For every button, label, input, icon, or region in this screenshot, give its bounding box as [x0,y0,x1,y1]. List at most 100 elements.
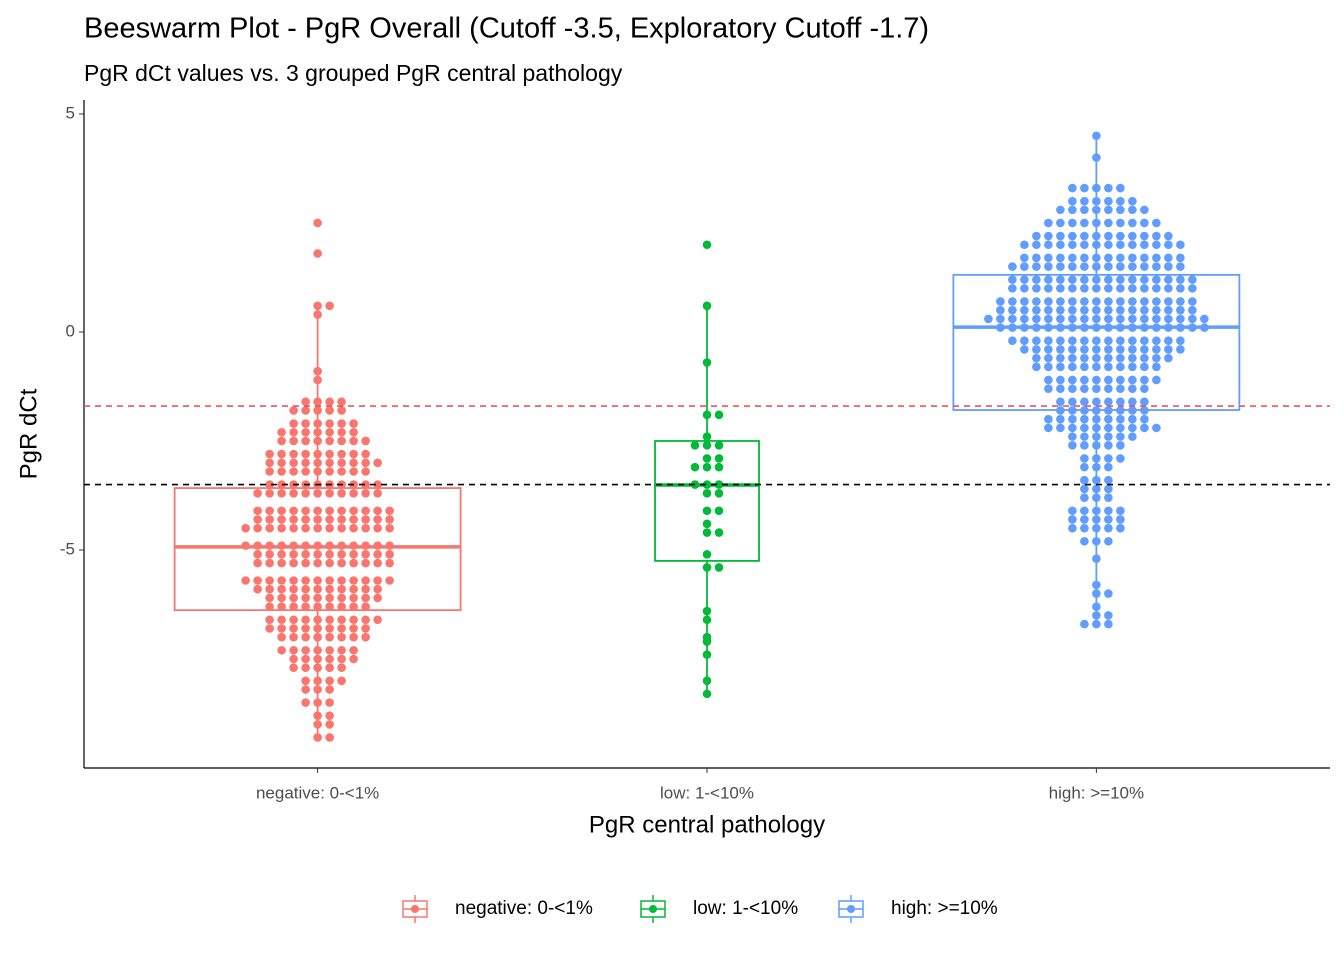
point [1008,305,1017,315]
point [373,584,382,594]
point [1032,305,1041,315]
point [313,584,322,594]
point [1080,314,1089,324]
point [337,676,346,686]
point [349,458,358,468]
point [337,576,346,585]
point [301,654,310,664]
point [337,489,346,498]
point [1056,262,1065,271]
point [1164,305,1173,315]
point [1176,314,1185,324]
point [349,602,358,611]
point [361,558,370,568]
point [373,558,382,568]
point [1032,297,1041,306]
point [361,436,370,446]
point [373,506,382,516]
point [1068,253,1077,263]
point [1008,262,1017,271]
y-axis-label: PgR dCt [15,388,42,479]
point [301,397,310,407]
point [714,506,724,516]
point [1116,362,1125,372]
point [1080,493,1089,502]
point [1128,375,1137,385]
point [714,454,724,463]
point [265,489,274,498]
point [1152,218,1161,228]
point [1080,218,1089,228]
point [385,515,394,524]
point [1080,462,1089,472]
point [1152,240,1161,250]
point [1128,345,1137,354]
point [325,467,334,476]
point [325,489,334,498]
point [325,584,334,594]
point [277,558,286,568]
point [325,397,334,407]
point [325,654,334,664]
point [1140,218,1149,228]
point [301,624,310,633]
point [1116,205,1125,215]
point [277,602,286,611]
point [337,406,346,415]
point [1116,183,1125,193]
point [1080,432,1089,441]
point [1104,253,1113,263]
point [253,576,262,585]
point [361,489,370,498]
point [1164,353,1173,363]
point [325,436,334,446]
point [714,489,724,498]
point [1116,218,1125,228]
point [301,419,310,428]
point [325,506,334,516]
point [373,523,382,533]
point [1152,253,1161,263]
point [1008,275,1017,284]
point [289,419,298,428]
point [1116,454,1125,463]
point [1056,253,1065,263]
point [1176,305,1185,315]
point [1008,284,1017,293]
point [385,576,394,585]
point [1032,253,1041,263]
point [1092,336,1101,345]
point [714,528,724,537]
point [301,427,310,437]
point [1068,506,1077,516]
point [1080,375,1089,385]
point [1068,218,1077,228]
point [349,593,358,603]
point [313,558,322,568]
point [301,406,310,415]
point [1092,284,1101,293]
point [1152,336,1161,345]
point [289,645,298,655]
point [1176,240,1185,250]
point [1080,484,1089,494]
point [313,218,322,228]
point [1056,275,1065,284]
point [277,458,286,468]
point [714,563,724,572]
point [1128,253,1137,263]
point [1080,515,1089,524]
point [1116,240,1125,250]
point [349,427,358,437]
point [1020,336,1029,345]
point [1068,432,1077,441]
point [1104,441,1113,450]
point [1176,336,1185,345]
point [702,240,712,250]
point [1092,362,1101,372]
y-tick-label: 0 [66,321,75,340]
point [1020,314,1029,324]
point [1056,284,1065,293]
point [1128,305,1137,315]
legend-label: negative: 0-<1% [455,898,593,919]
